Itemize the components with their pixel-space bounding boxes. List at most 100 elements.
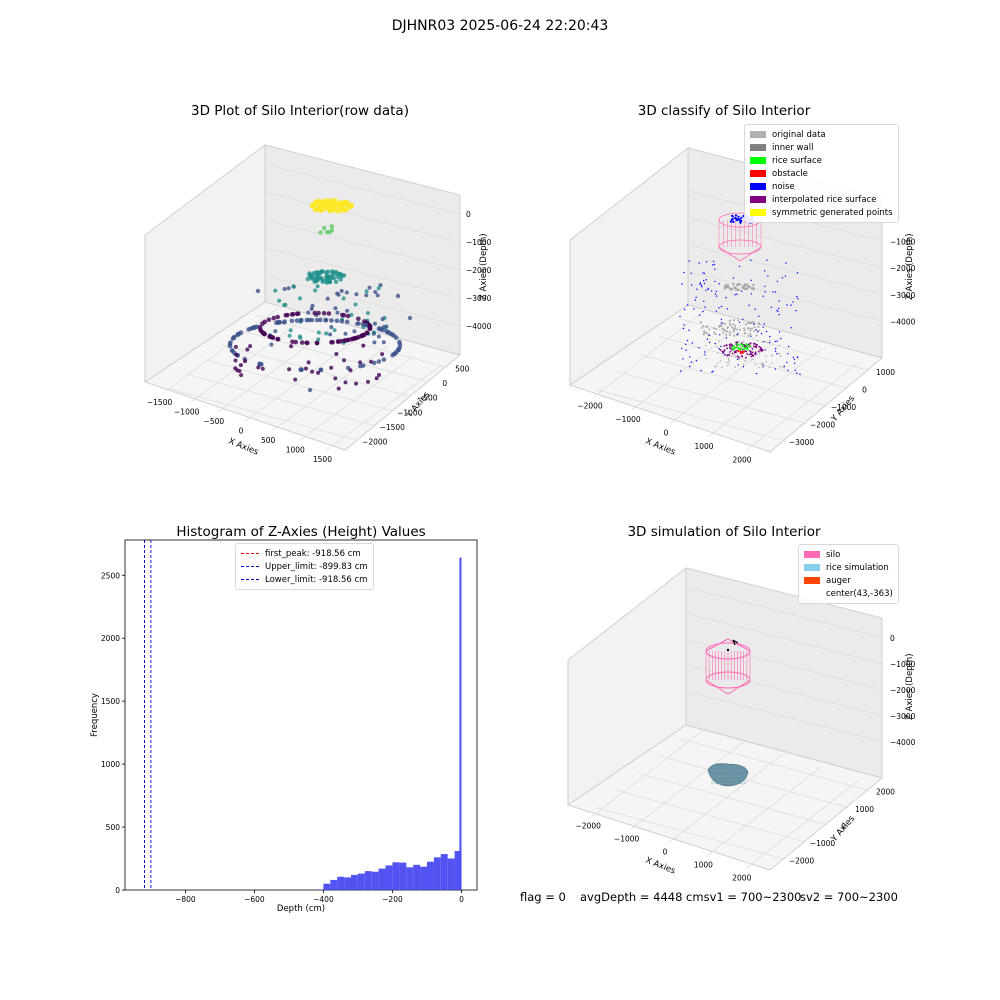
data-point xyxy=(711,290,713,292)
histogram-bar xyxy=(371,871,379,890)
data-point xyxy=(307,317,312,323)
data-point xyxy=(306,310,311,315)
data-point xyxy=(739,350,742,353)
data-point xyxy=(754,343,757,345)
data-point xyxy=(322,225,327,231)
data-point xyxy=(762,363,764,365)
data-point xyxy=(746,348,749,351)
data-point xyxy=(296,311,301,317)
data-point xyxy=(738,328,741,331)
classify-z-label: Z Axies (Depth) xyxy=(905,233,915,300)
data-point xyxy=(344,290,349,295)
y-tick-label: 0 xyxy=(862,385,867,394)
data-point xyxy=(720,305,723,308)
data-point xyxy=(363,322,369,328)
data-point xyxy=(733,330,735,333)
data-point xyxy=(762,341,764,344)
data-point xyxy=(700,284,703,286)
data-point xyxy=(316,370,321,375)
data-point xyxy=(349,203,355,208)
data-point xyxy=(731,352,734,355)
data-point xyxy=(755,372,758,375)
data-point xyxy=(746,283,749,286)
data-point xyxy=(753,330,756,332)
data-point xyxy=(708,341,711,344)
histogram-bar xyxy=(364,871,372,890)
data-point xyxy=(314,279,319,284)
data-point xyxy=(779,355,782,358)
data-point xyxy=(754,363,757,366)
histogram-bar xyxy=(459,557,462,890)
data-point xyxy=(731,346,733,349)
data-point xyxy=(699,321,702,324)
histogram-frame xyxy=(124,539,478,891)
data-point xyxy=(727,326,729,329)
data-point xyxy=(728,354,730,356)
data-point xyxy=(741,351,744,354)
data-point xyxy=(736,341,739,344)
data-point xyxy=(373,321,377,326)
data-point xyxy=(345,308,350,313)
histogram-bar xyxy=(330,879,338,890)
data-point xyxy=(747,334,750,337)
data-point xyxy=(705,331,707,334)
data-point xyxy=(740,216,743,219)
data-point xyxy=(770,306,773,308)
data-point xyxy=(777,307,780,310)
data-point xyxy=(317,271,323,276)
data-point xyxy=(711,371,713,373)
data-point xyxy=(778,344,780,347)
legend-entry: inner wall xyxy=(750,141,893,154)
data-point xyxy=(255,288,261,294)
data-point xyxy=(299,318,304,323)
data-point xyxy=(738,265,741,268)
data-point xyxy=(407,315,413,321)
data-point xyxy=(708,328,711,331)
data-point xyxy=(756,344,758,346)
data-point xyxy=(746,353,749,355)
data-point xyxy=(313,199,319,205)
data-point xyxy=(333,279,339,284)
data-point xyxy=(298,335,303,340)
data-point xyxy=(747,285,750,289)
data-point xyxy=(743,329,746,332)
data-point xyxy=(331,206,337,212)
data-point xyxy=(714,268,716,270)
data-point xyxy=(754,353,757,356)
data-point xyxy=(293,377,298,382)
data-point xyxy=(718,307,720,309)
footer-sv2: sv2 = 700~2300 xyxy=(800,890,898,904)
data-point xyxy=(309,273,315,279)
data-point xyxy=(728,287,731,290)
data-point xyxy=(775,347,777,350)
data-point xyxy=(318,230,323,235)
data-point xyxy=(784,275,787,277)
data-point xyxy=(703,332,706,335)
simulation-silo-wireframe xyxy=(705,638,751,695)
data-point xyxy=(269,342,274,347)
data-point xyxy=(730,355,732,357)
data-point xyxy=(316,310,321,316)
data-point xyxy=(737,350,740,353)
y-tick-label: 0 xyxy=(841,822,846,831)
data-point xyxy=(741,286,744,289)
simulation-auger-marker xyxy=(726,639,739,652)
z-tick-label: −2000 xyxy=(890,264,916,273)
data-point xyxy=(344,319,350,325)
x-tick-label: 1000 xyxy=(694,861,713,870)
data-point xyxy=(325,277,330,282)
data-point xyxy=(730,343,732,346)
data-point xyxy=(702,325,705,328)
data-point xyxy=(714,293,717,295)
data-point xyxy=(715,365,718,368)
data-point xyxy=(780,338,782,340)
data-point xyxy=(739,345,741,347)
data-point xyxy=(733,344,735,347)
data-point xyxy=(741,342,743,344)
data-point xyxy=(690,361,693,363)
data-point xyxy=(712,327,715,330)
data-point xyxy=(360,363,366,368)
data-point xyxy=(314,340,320,346)
raw-point-cloud xyxy=(227,197,413,393)
data-point xyxy=(386,330,391,335)
